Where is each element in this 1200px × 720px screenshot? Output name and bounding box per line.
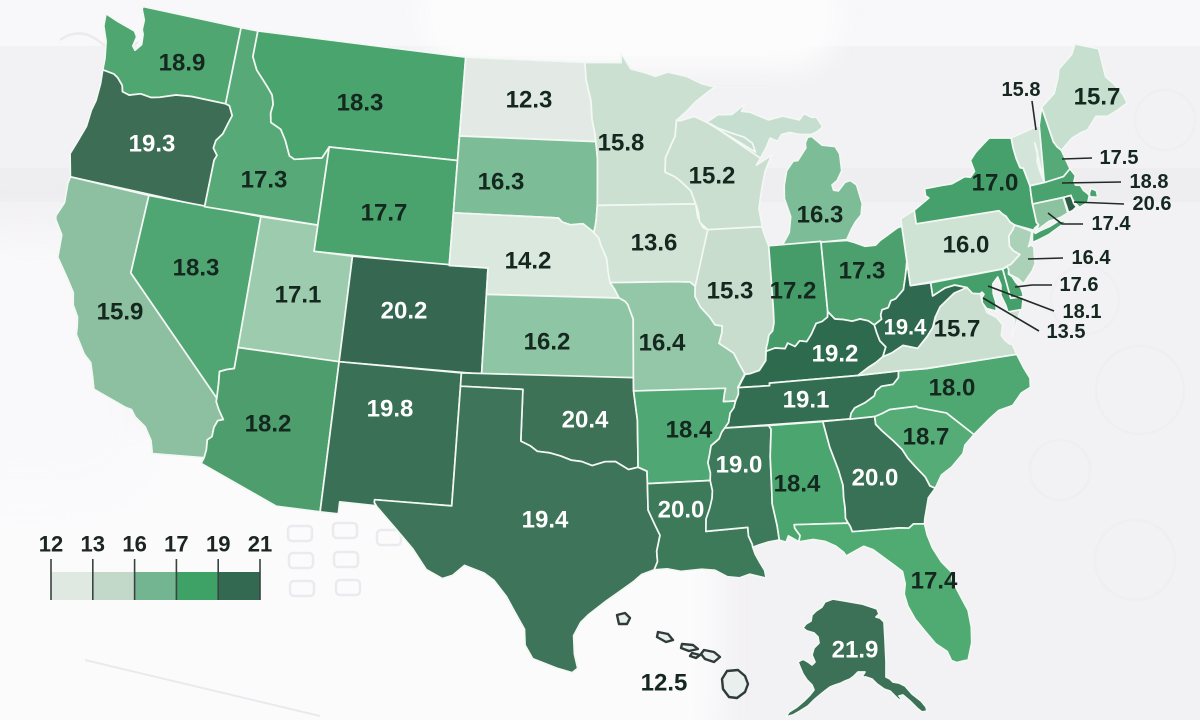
svg-text:20.4: 20.4 (562, 407, 609, 434)
svg-text:19.3: 19.3 (129, 131, 176, 158)
svg-text:13.5: 13.5 (1047, 321, 1086, 343)
svg-text:12.3: 12.3 (506, 87, 553, 114)
svg-text:16.3: 16.3 (797, 202, 844, 229)
svg-text:15.7: 15.7 (934, 316, 981, 343)
svg-text:15.8: 15.8 (1002, 79, 1041, 101)
svg-text:19.0: 19.0 (716, 452, 763, 479)
svg-text:17.5: 17.5 (1100, 147, 1139, 169)
svg-text:12: 12 (39, 532, 63, 557)
svg-text:18.3: 18.3 (337, 90, 384, 117)
svg-text:18.0: 18.0 (929, 375, 976, 402)
svg-text:19.8: 19.8 (367, 396, 414, 423)
svg-text:18.3: 18.3 (173, 255, 220, 282)
svg-text:12.5: 12.5 (641, 670, 688, 697)
svg-text:21.9: 21.9 (832, 637, 879, 664)
svg-text:17.0: 17.0 (972, 170, 1019, 197)
svg-text:19.2: 19.2 (812, 341, 859, 368)
svg-text:15.9: 15.9 (97, 299, 144, 326)
svg-text:17.1: 17.1 (275, 282, 322, 309)
svg-text:19.4: 19.4 (522, 507, 569, 534)
svg-text:17.3: 17.3 (839, 258, 886, 285)
svg-text:20.0: 20.0 (852, 465, 899, 492)
svg-text:14.2: 14.2 (505, 248, 552, 275)
svg-text:20.2: 20.2 (381, 298, 428, 325)
svg-text:20.6: 20.6 (1133, 193, 1172, 215)
svg-text:17.4: 17.4 (911, 568, 958, 595)
svg-text:16.0: 16.0 (943, 232, 990, 259)
svg-text:18.9: 18.9 (159, 50, 206, 77)
svg-text:15.7: 15.7 (1074, 84, 1121, 111)
svg-text:18.2: 18.2 (245, 411, 292, 438)
svg-text:20.0: 20.0 (658, 497, 705, 524)
svg-text:17.6: 17.6 (1060, 274, 1099, 296)
svg-text:16: 16 (122, 532, 146, 557)
svg-text:21: 21 (248, 532, 272, 557)
svg-text:17.3: 17.3 (241, 167, 288, 194)
svg-text:17: 17 (164, 532, 188, 557)
svg-text:18.4: 18.4 (774, 471, 821, 498)
svg-text:16.4: 16.4 (639, 330, 686, 357)
svg-text:17.7: 17.7 (361, 200, 408, 227)
svg-text:19: 19 (206, 532, 230, 557)
svg-text:13.6: 13.6 (631, 230, 678, 257)
svg-text:18.1: 18.1 (1063, 301, 1102, 323)
svg-text:19.4: 19.4 (884, 315, 928, 340)
svg-text:17.2: 17.2 (770, 278, 817, 305)
svg-text:18.4: 18.4 (666, 417, 713, 444)
svg-text:17.4: 17.4 (1092, 213, 1132, 235)
svg-text:19.1: 19.1 (783, 387, 830, 414)
svg-text:16.2: 16.2 (524, 329, 571, 356)
svg-text:15.8: 15.8 (598, 130, 645, 157)
svg-text:18.7: 18.7 (903, 424, 950, 451)
svg-text:13: 13 (81, 532, 105, 557)
svg-text:15.3: 15.3 (707, 278, 754, 305)
svg-text:18.8: 18.8 (1130, 171, 1169, 193)
svg-text:16.3: 16.3 (478, 169, 525, 196)
svg-text:16.4: 16.4 (1072, 247, 1112, 269)
svg-text:15.2: 15.2 (689, 163, 736, 190)
